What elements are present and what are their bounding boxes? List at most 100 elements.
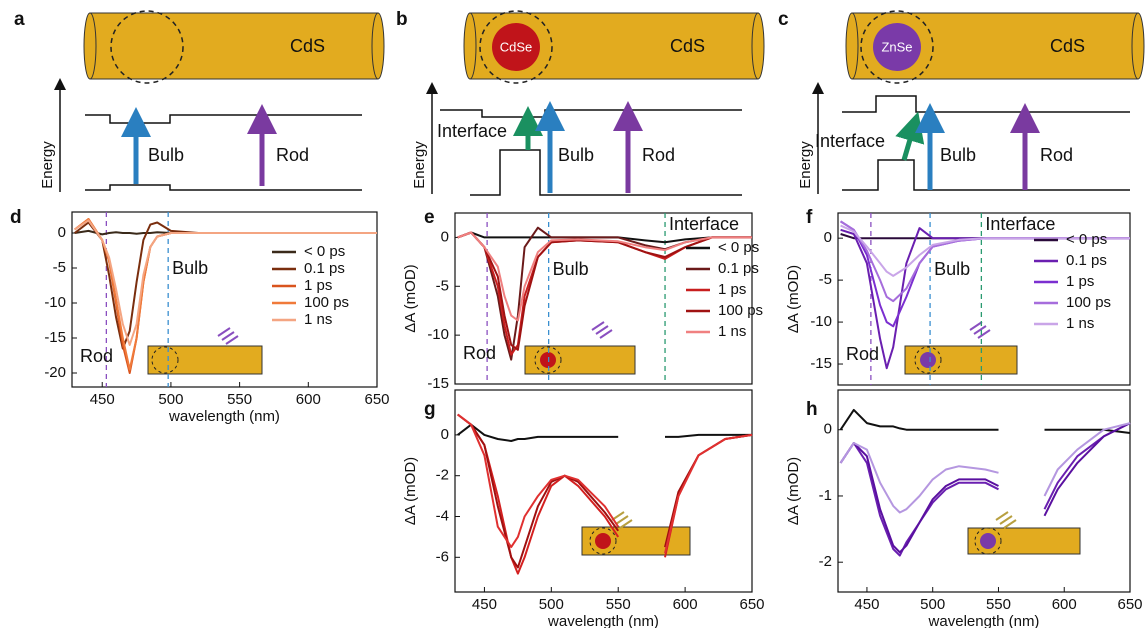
- bulb-outline: [479, 10, 553, 84]
- legend-label: 1 ns: [1066, 315, 1094, 332]
- x-tick-label: 600: [673, 596, 698, 613]
- plot-frame: [837, 212, 1131, 386]
- core: [873, 23, 921, 71]
- series-line: [457, 231, 752, 356]
- x-tick-label: 450: [472, 596, 497, 613]
- x-tick-label: 650: [364, 391, 389, 408]
- marker-label: Bulb: [172, 258, 208, 278]
- series-line: [457, 423, 752, 442]
- y-tick-label: 0: [824, 229, 832, 246]
- y-axis-label: ΔA (mOD): [402, 457, 419, 525]
- series-line: [840, 224, 1130, 277]
- diagram-b: b CdSe CdS Energy Interface Bulb Rod: [396, 9, 765, 196]
- legend-label: 100 ps: [718, 302, 763, 319]
- y-tick-label: 0: [824, 421, 832, 438]
- y-tick-label: -5: [436, 277, 449, 294]
- rod-cap: [371, 12, 385, 80]
- energy-label: Energy: [39, 141, 56, 189]
- rod-cap: [845, 12, 859, 80]
- legend-label: < 0 ps: [718, 239, 759, 256]
- plot-frame: [454, 212, 753, 385]
- arrow-label: Bulb: [558, 145, 594, 165]
- x-tick-label: 550: [227, 391, 252, 408]
- y-tick-label: -1: [819, 487, 832, 504]
- legend-label: 1 ps: [304, 277, 332, 294]
- band-edges: [842, 95, 1130, 191]
- bulb-outline: [110, 10, 184, 84]
- series-line: [457, 231, 752, 244]
- x-tick-label: 650: [739, 596, 764, 613]
- inset-pulse: [995, 511, 1017, 529]
- legend-label: 1 ns: [304, 311, 332, 328]
- rod-label: CdS: [1050, 36, 1085, 56]
- energy-label: Energy: [411, 141, 428, 189]
- inset-pulse: [591, 321, 613, 339]
- y-tick-label: -15: [810, 355, 832, 372]
- x-tick-label: 600: [296, 391, 321, 408]
- band-edges: [85, 114, 362, 191]
- panel-letter: h: [806, 399, 818, 420]
- plot-frame: [71, 211, 378, 388]
- y-tick-label: -10: [44, 294, 66, 311]
- rod-cap: [751, 12, 765, 80]
- inset-core: [920, 352, 936, 368]
- y-tick-label: -5: [819, 271, 832, 288]
- marker-label: Rod: [80, 346, 113, 366]
- legend-label: 0.1 ps: [1066, 252, 1107, 269]
- legend-label: 1 ps: [718, 281, 746, 298]
- y-tick-label: 0: [58, 224, 66, 241]
- y-axis-label: ΔA (mOD): [785, 457, 802, 525]
- bulb-outline: [860, 10, 934, 84]
- y-tick-label: -20: [44, 364, 66, 381]
- core: [492, 23, 540, 71]
- x-tick-label: 650: [1117, 596, 1142, 613]
- legend-label: < 0 ps: [1066, 231, 1107, 248]
- x-tick-label: 500: [158, 391, 183, 408]
- y-axis-label: ΔA (mOD): [402, 264, 419, 332]
- energy-label: Energy: [797, 141, 814, 189]
- marker-label: Interface: [669, 214, 739, 234]
- panel-letter: f: [806, 207, 813, 228]
- legend-label: 1 ns: [718, 323, 746, 340]
- series-line: [74, 219, 377, 346]
- x-tick-label: 500: [920, 596, 945, 613]
- y-tick-label: 0: [441, 228, 449, 245]
- legend-label: < 0 ps: [304, 243, 345, 260]
- x-axis-label: wavelength (nm): [928, 613, 1040, 628]
- rod-cap: [1131, 12, 1145, 80]
- rod: [89, 12, 379, 80]
- rod-cap: [83, 12, 97, 80]
- diagram-a: a CdS Energy Bulb Rod: [14, 9, 385, 192]
- arrow-label: Rod: [642, 145, 675, 165]
- y-tick-label: -2: [819, 553, 832, 570]
- marker-label: Interface: [985, 214, 1055, 234]
- x-tick-label: 500: [539, 596, 564, 613]
- inset-pulse: [217, 327, 239, 345]
- y-tick-label: -6: [436, 548, 449, 565]
- inset-rod: [524, 345, 636, 375]
- rod-label: CdS: [670, 36, 705, 56]
- marker-label: Rod: [463, 343, 496, 363]
- core-label: CdSe: [500, 39, 533, 54]
- panel-letter: b: [396, 9, 408, 30]
- arrow-label: Interface: [437, 121, 507, 141]
- inset-bulb: [914, 346, 942, 374]
- plot-frame: [454, 389, 753, 593]
- inset-core: [980, 533, 996, 549]
- series-line: [457, 413, 753, 554]
- series-line: [839, 422, 1131, 514]
- panel-letter: d: [10, 207, 22, 228]
- inset-bulb: [589, 527, 617, 555]
- y-tick-label: -4: [436, 507, 449, 524]
- inset-icons: [147, 321, 1081, 556]
- panel-letter: a: [14, 9, 25, 30]
- plot-frame: [837, 389, 1131, 593]
- rod-label: CdS: [290, 36, 325, 56]
- legend-label: 100 ps: [1066, 294, 1111, 311]
- y-tick-label: -10: [427, 326, 449, 343]
- marker-label: Bulb: [553, 259, 589, 279]
- x-tick-label: 450: [90, 391, 115, 408]
- y-tick-label: -15: [44, 329, 66, 346]
- legend-label: 1 ps: [1066, 273, 1094, 290]
